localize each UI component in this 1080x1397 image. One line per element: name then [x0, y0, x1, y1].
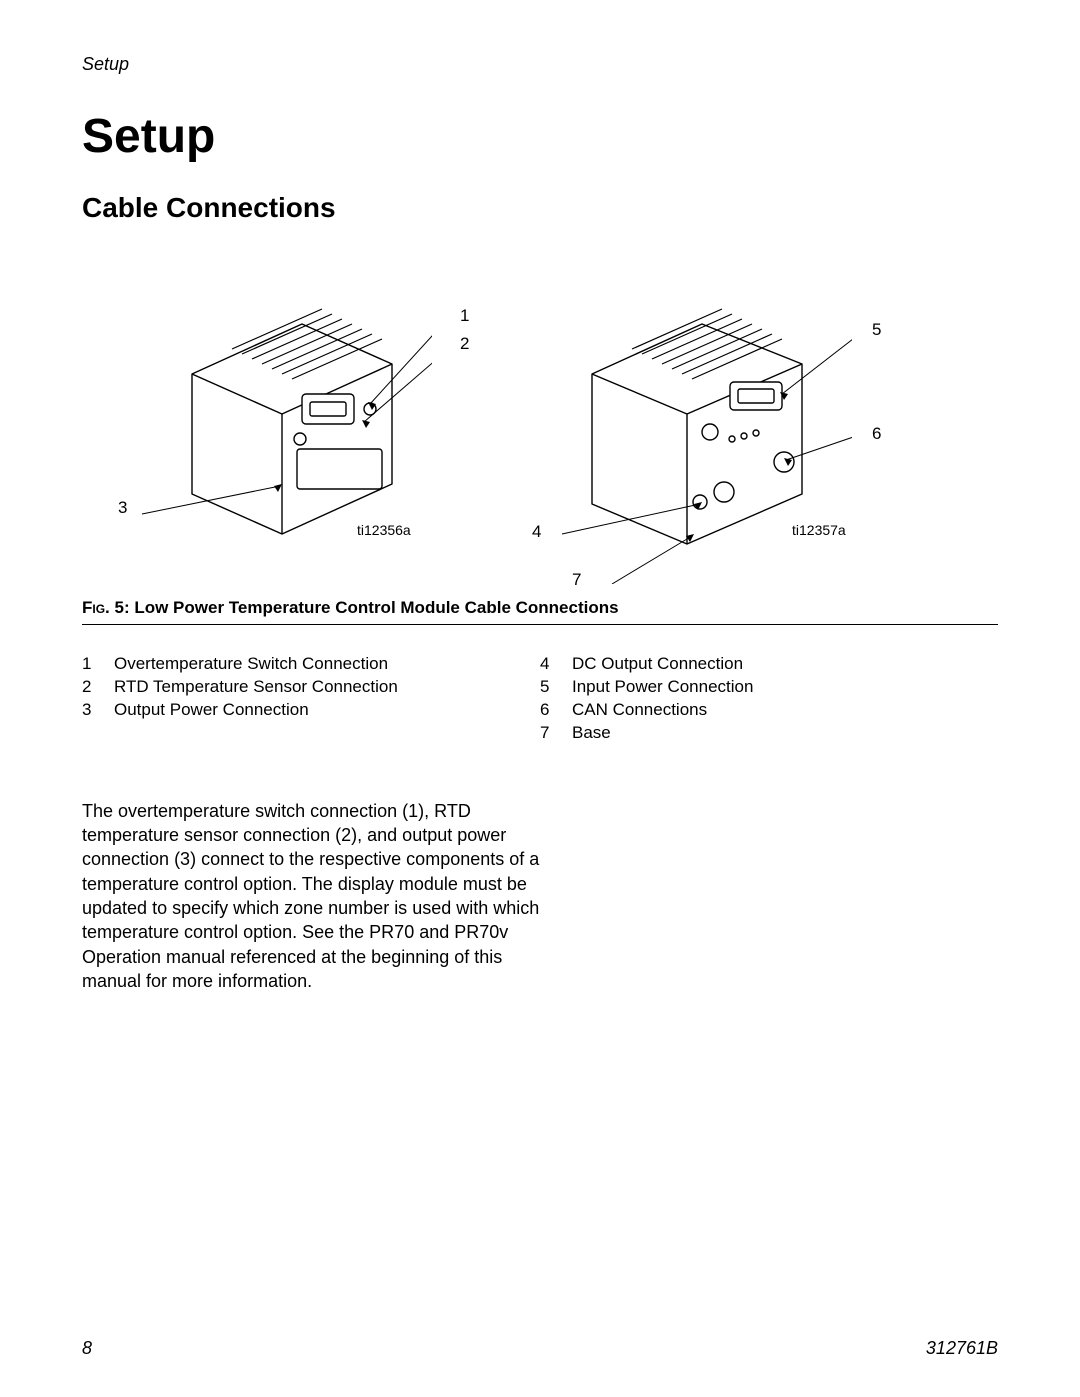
legend-row: 5 Input Power Connection: [540, 676, 998, 699]
callout-6: 6: [872, 424, 881, 444]
callout-4: 4: [532, 522, 541, 542]
legend-num: 1: [82, 653, 96, 676]
image-label-right: ti12357a: [792, 522, 846, 538]
legend: 1 Overtemperature Switch Connection 2 RT…: [82, 653, 998, 745]
footer-doc-id: 312761B: [926, 1338, 998, 1359]
legend-col-right: 4 DC Output Connection 5 Input Power Con…: [540, 653, 998, 745]
callout-3: 3: [118, 498, 127, 518]
legend-text: DC Output Connection: [572, 653, 743, 676]
page-title: Setup: [82, 109, 998, 164]
figure-caption-row: Fig. 5: Low Power Temperature Control Mo…: [82, 598, 998, 625]
figure-caption-text: Low Power Temperature Control Module Cab…: [134, 598, 618, 617]
legend-text: Base: [572, 722, 611, 745]
legend-num: 5: [540, 676, 554, 699]
legend-row: 6 CAN Connections: [540, 699, 998, 722]
callout-2: 2: [460, 334, 469, 354]
legend-num: 4: [540, 653, 554, 676]
legend-num: 2: [82, 676, 96, 699]
legend-row: 3 Output Power Connection: [82, 699, 540, 722]
running-head: Setup: [82, 54, 998, 75]
legend-num: 6: [540, 699, 554, 722]
legend-num: 7: [540, 722, 554, 745]
legend-text: Output Power Connection: [114, 699, 309, 722]
legend-text: Overtemperature Switch Connection: [114, 653, 388, 676]
module-drawing-left: [132, 254, 432, 554]
figure-area: 1 2 3 ti12356a 5 6 4 7 ti12357a: [82, 244, 998, 584]
legend-num: 3: [82, 699, 96, 722]
callout-1: 1: [460, 306, 469, 326]
body-paragraph: The overtemperature switch connection (1…: [82, 799, 540, 993]
callout-5: 5: [872, 320, 881, 340]
legend-text: Input Power Connection: [572, 676, 753, 699]
legend-row: 7 Base: [540, 722, 998, 745]
page: Setup Setup Cable Connections: [0, 0, 1080, 1397]
legend-text: CAN Connections: [572, 699, 707, 722]
legend-row: 4 DC Output Connection: [540, 653, 998, 676]
legend-row: 1 Overtemperature Switch Connection: [82, 653, 540, 676]
figure-caption: Fig. 5: Low Power Temperature Control Mo…: [82, 598, 619, 617]
footer-page-number: 8: [82, 1338, 92, 1359]
callout-7: 7: [572, 570, 581, 590]
legend-text: RTD Temperature Sensor Connection: [114, 676, 398, 699]
legend-col-left: 1 Overtemperature Switch Connection 2 RT…: [82, 653, 540, 745]
image-label-left: ti12356a: [357, 522, 411, 538]
section-title: Cable Connections: [82, 192, 998, 224]
legend-row: 2 RTD Temperature Sensor Connection: [82, 676, 540, 699]
footer: 8 312761B: [82, 1338, 998, 1359]
figure-caption-prefix: Fig. 5:: [82, 598, 134, 617]
